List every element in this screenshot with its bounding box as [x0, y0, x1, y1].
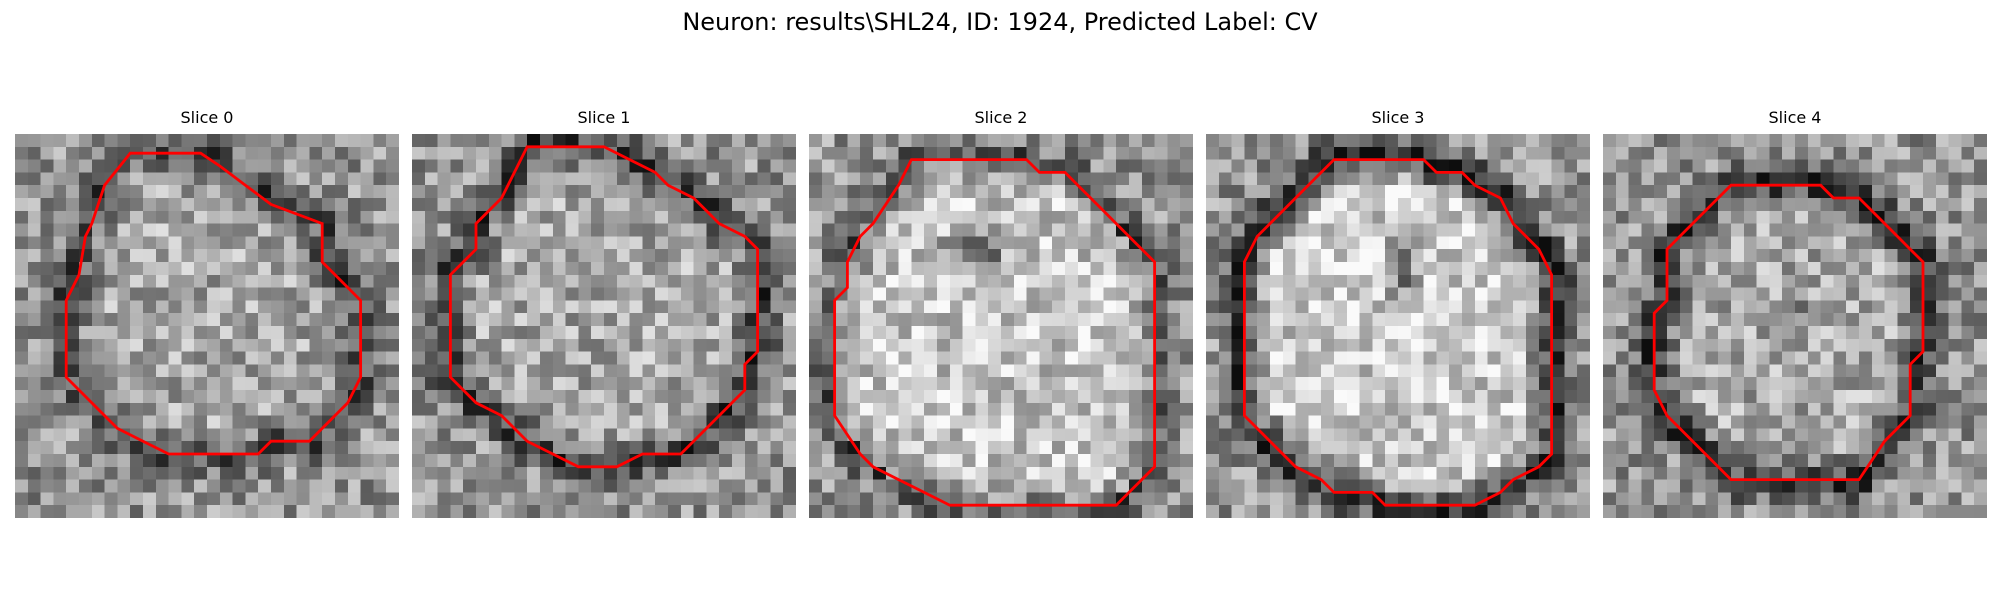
- slice-image: [412, 134, 796, 518]
- slice-image: [15, 134, 399, 518]
- slice-panel-4: Slice 4: [1603, 108, 1987, 518]
- slice-title: Slice 0: [180, 108, 234, 127]
- slice-title: Slice 4: [1768, 108, 1822, 127]
- slice-image: [1603, 134, 1987, 518]
- segmentation-contour: [1242, 158, 1554, 507]
- slice-title: Slice 2: [974, 108, 1028, 127]
- segmentation-contour: [1652, 183, 1925, 482]
- slice-panel-3: Slice 3: [1206, 108, 1590, 518]
- slice-image: [809, 134, 1193, 518]
- pixel-grid: [809, 134, 1193, 518]
- pixel-grid: [1206, 134, 1590, 518]
- pixel-grid: [15, 134, 399, 518]
- slice-image: [1206, 134, 1590, 518]
- segmentation-contour: [64, 151, 363, 456]
- pixel-grid: [412, 134, 796, 518]
- slice-title: Slice 3: [1371, 108, 1425, 127]
- slice-panel-2: Slice 2: [809, 108, 1193, 518]
- slice-panel-1: Slice 1: [412, 108, 796, 518]
- slice-title: Slice 1: [577, 108, 631, 127]
- slice-panel-0: Slice 0: [15, 108, 399, 518]
- pixel-grid: [1603, 134, 1987, 518]
- segmentation-contour: [833, 158, 1157, 507]
- figure-title: Neuron: results\SHL24, ID: 1924, Predict…: [682, 8, 1318, 36]
- segmentation-contour: [448, 145, 760, 469]
